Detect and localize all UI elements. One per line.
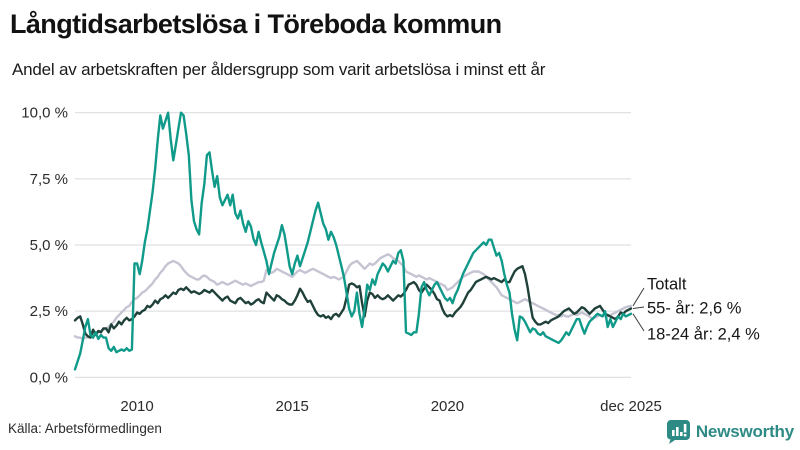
y-tick-label: 10,0 % (21, 105, 68, 122)
newsworthy-wordmark: Newsworthy (695, 422, 794, 441)
bar-1 (671, 430, 675, 436)
y-tick-label: 0,0 % (30, 369, 68, 386)
series-line-55-r (73, 265, 633, 339)
label-leader-line (632, 287, 645, 307)
bar-3 (679, 432, 683, 436)
x-tick-label: 2015 (276, 398, 309, 415)
series-end-label: 55- år: 2,6 % (647, 300, 742, 318)
series-end-label: Totalt (647, 276, 687, 294)
newsworthy-chart-bubble-icon (666, 420, 690, 444)
series-line-18-24-r (73, 111, 633, 371)
label-leader-line (632, 306, 645, 310)
x-tick-label: 2010 (120, 398, 153, 415)
y-tick-label: 2,5 % (30, 303, 68, 320)
excl-dot (683, 424, 687, 433)
page-title: Långtidsarbetslösa i Töreboda kommun (10, 9, 502, 39)
y-tick-label: 5,0 % (30, 237, 68, 254)
series-end-label: 18-24 år: 2,4 % (647, 326, 760, 344)
newsworthy-logo[interactable]: Newsworthy (666, 420, 794, 444)
bar-2 (675, 427, 679, 436)
source-note: Källa: Arbetsförmedlingen (8, 421, 162, 436)
series-line-totalt (73, 253, 633, 341)
x-tick-label: 2020 (431, 398, 464, 415)
x-tick-label: dec 2025 (600, 398, 662, 415)
page-subtitle: Andel av arbetskraften per åldersgrupp s… (12, 60, 546, 79)
label-leader-line (632, 313, 645, 332)
excl-point (683, 434, 687, 437)
y-tick-label: 7,5 % (30, 171, 68, 188)
